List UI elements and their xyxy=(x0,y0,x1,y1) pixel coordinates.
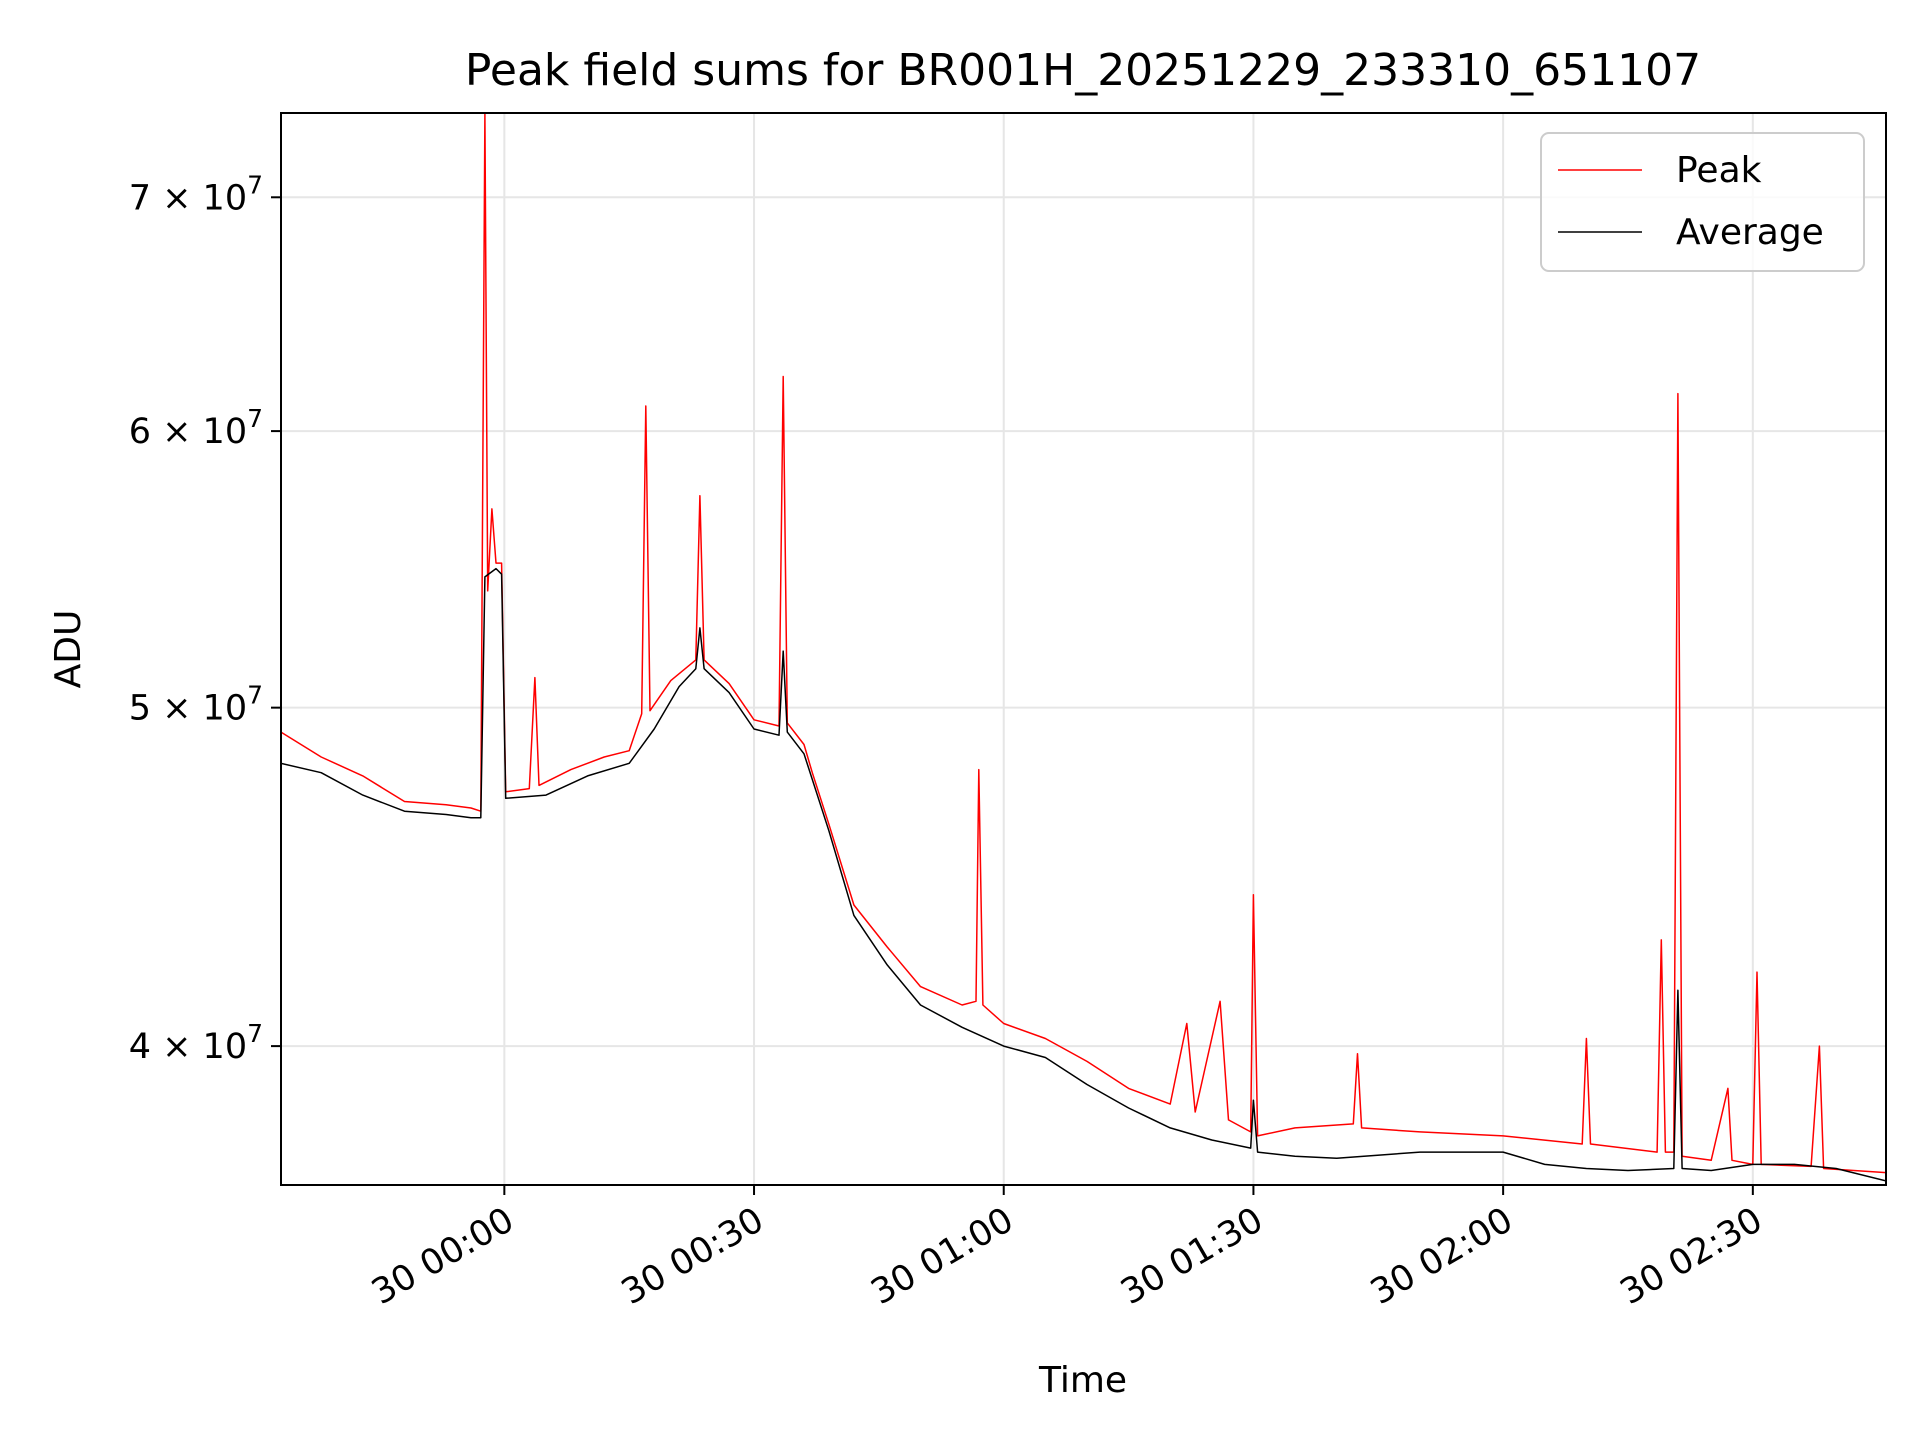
series-layer xyxy=(281,113,1886,1182)
y-tick-label: 4 × 107 xyxy=(129,1019,263,1067)
plot-frame xyxy=(280,112,1887,1186)
series-line-average xyxy=(281,567,1886,1182)
y-tick-label: 7 × 107 xyxy=(129,170,263,218)
legend-label-average: Average xyxy=(1676,212,1824,253)
plot-area xyxy=(281,113,1886,1182)
y-axis: 4 × 107 5 × 107 6 × 107 7 × 107 xyxy=(129,170,281,1067)
y-axis-label: ADU xyxy=(48,610,89,689)
chart-title: Peak field sums for BR001H_20251229_2333… xyxy=(465,45,1701,96)
legend: Peak Average xyxy=(1540,132,1865,272)
y-tick-label: 6 × 107 xyxy=(129,404,263,452)
legend-box xyxy=(1540,132,1865,272)
legend-label-peak: Peak xyxy=(1676,150,1762,191)
series-line-peak xyxy=(281,113,1886,1174)
y-tick-label: 5 × 107 xyxy=(129,681,263,729)
x-axis-label: Time xyxy=(1038,1360,1127,1401)
